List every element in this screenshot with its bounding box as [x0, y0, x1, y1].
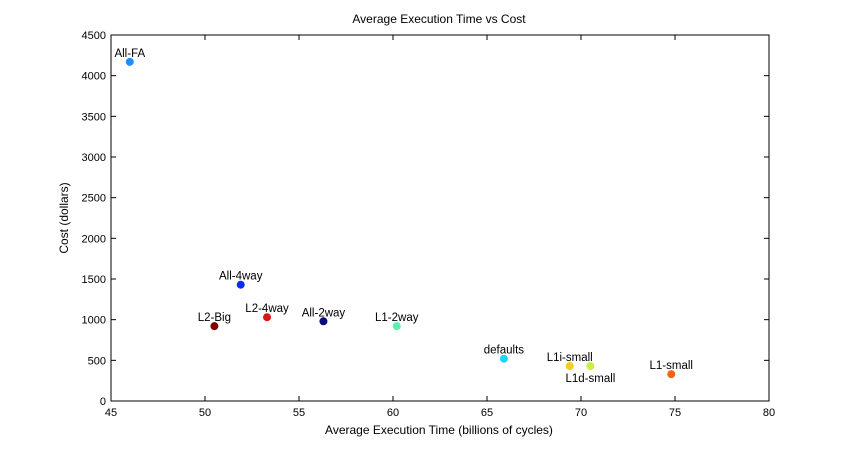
- y-tick-label: 1500: [82, 274, 106, 286]
- plot-area: [110, 34, 770, 402]
- data-point: [125, 57, 134, 66]
- y-tick-label: 4500: [82, 30, 106, 42]
- y-tick-label: 500: [88, 355, 106, 367]
- data-point-label: All-2way: [302, 307, 346, 319]
- data-point: [565, 362, 574, 371]
- data-point: [586, 362, 595, 371]
- data-point-label: defaults: [484, 345, 525, 357]
- data-point-label: L2-Big: [198, 312, 231, 324]
- y-tick-label: 3500: [82, 111, 106, 123]
- data-point: [236, 280, 245, 289]
- y-axis: 0 500 1000 1500 2000 2500 3000 3500 4000 4500: [82, 30, 769, 408]
- x-tick-label: 55: [293, 407, 305, 419]
- data-point-label: L1-2way: [375, 312, 419, 324]
- data-point: [392, 322, 401, 331]
- data-point-label: L1-small: [650, 360, 693, 372]
- x-tick-label: 45: [105, 407, 117, 419]
- x-tick-label: 70: [575, 407, 587, 419]
- x-tick-label: 80: [763, 407, 775, 419]
- y-tick-label: 0: [100, 396, 106, 408]
- x-axis-label: Average Execution Time (billions of cycl…: [325, 423, 553, 437]
- x-tick-label: 75: [669, 407, 681, 419]
- data-points: All-FA All-4way L2-Big L2-4way All-2way L1-2w…: [114, 48, 693, 385]
- data-point-label: L1i-small: [547, 352, 593, 364]
- chart-title: Average Execution Time vs Cost: [352, 12, 526, 26]
- x-tick-label: 65: [481, 407, 493, 419]
- x-tick-label: 60: [387, 407, 399, 419]
- data-point: [499, 354, 508, 363]
- y-tick-label: 4000: [82, 71, 106, 83]
- data-point: [319, 317, 328, 326]
- data-point-label: L2-4way: [245, 303, 289, 315]
- data-point: [263, 313, 272, 322]
- data-point-label: All-FA: [114, 48, 145, 60]
- y-tick-label: 2500: [82, 193, 106, 205]
- y-tick-label: 2000: [82, 233, 106, 245]
- data-point-label: All-4way: [219, 271, 263, 283]
- data-point-label: L1d-small: [565, 373, 615, 385]
- data-point: [667, 370, 676, 379]
- x-axis: 45 50 55 60 65 70 75 80: [105, 35, 775, 419]
- y-tick-label: 1000: [82, 315, 106, 327]
- data-point: [210, 322, 219, 331]
- y-tick-label: 3000: [82, 152, 106, 164]
- y-axis-label: Cost (dollars): [57, 182, 71, 253]
- x-tick-label: 50: [199, 407, 211, 419]
